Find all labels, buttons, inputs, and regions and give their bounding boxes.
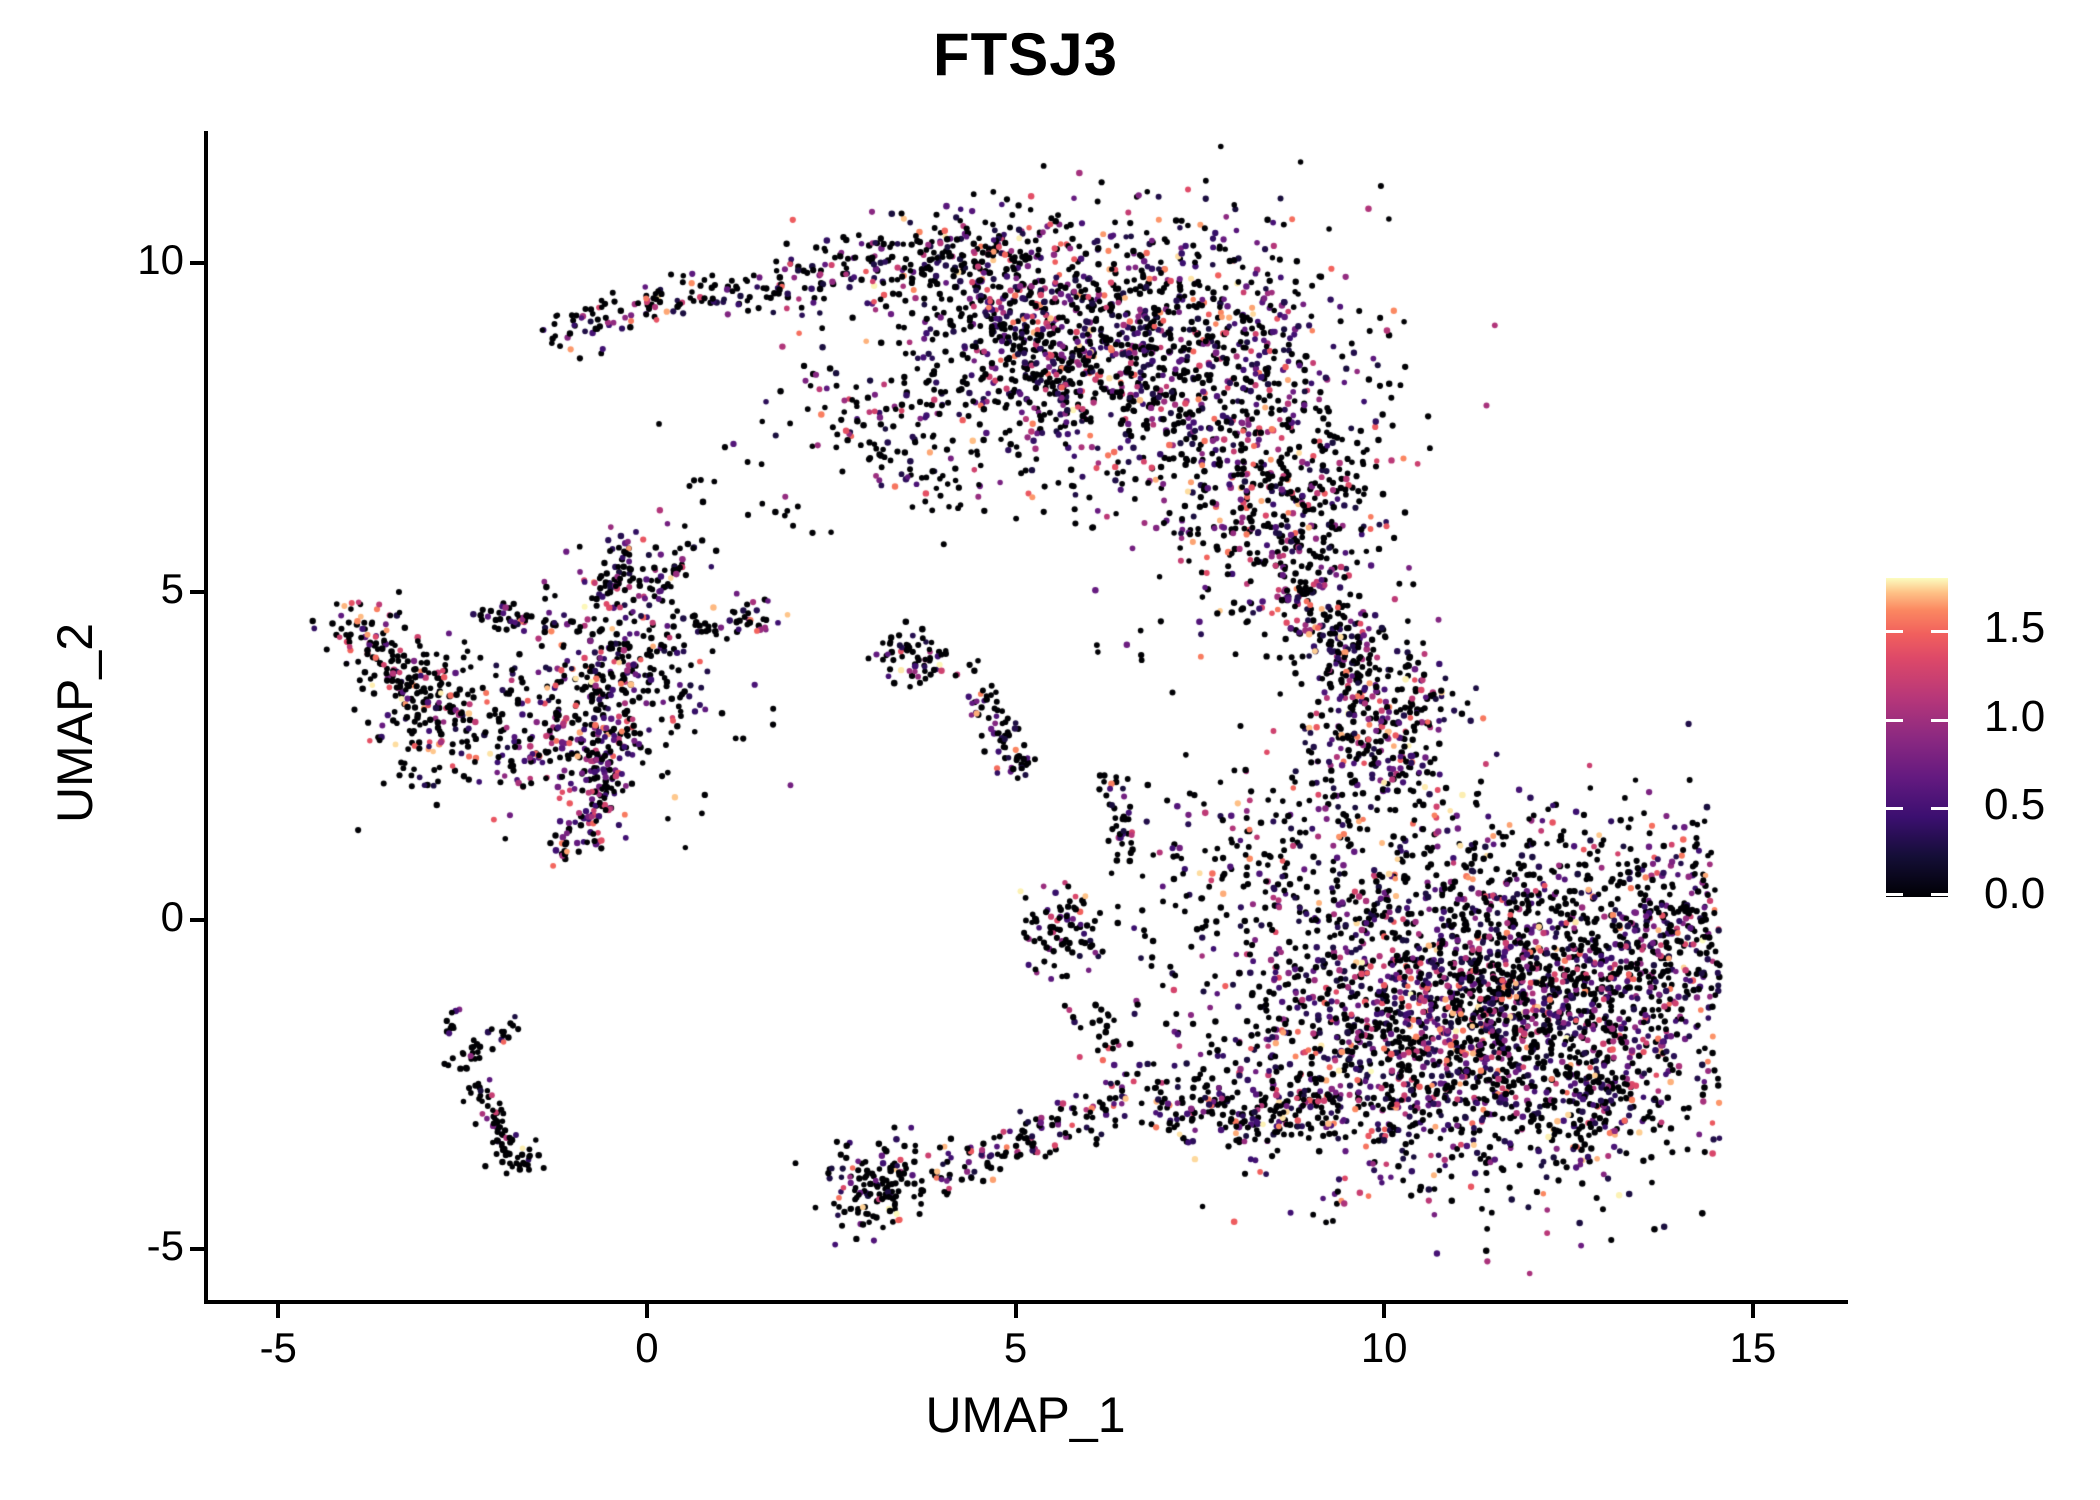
x-tick-mark (1750, 1304, 1755, 1318)
x-tick-mark (1013, 1304, 1018, 1318)
x-tick-label: 0 (635, 1324, 659, 1371)
y-tick-mark (190, 589, 204, 594)
colorbar-tick-mark (1931, 718, 1948, 722)
y-tick-label: 5 (160, 564, 184, 612)
y-axis-title: UMAP_2 (47, 622, 103, 824)
x-tick-mark (644, 1304, 649, 1318)
y-axis-line (204, 131, 208, 1304)
colorbar-tick-mark (1886, 718, 1903, 722)
y-tick-mark (190, 918, 204, 923)
colorbar-tick-label: 1.5 (1984, 603, 2046, 653)
x-tick-mark (1382, 1304, 1387, 1318)
y-tick-mark (190, 261, 204, 266)
x-tick-label: 10 (1360, 1324, 1408, 1371)
colorbar-tick-mark (1931, 807, 1948, 811)
colorbar-tick-mark (1931, 893, 1948, 896)
colorbar-tick-mark (1886, 807, 1903, 811)
colorbar-tick-mark (1886, 893, 1903, 896)
x-tick-label: -5 (259, 1324, 297, 1371)
x-tick-label: 15 (1729, 1324, 1777, 1371)
colorbar-tick-mark (1931, 630, 1948, 634)
y-tick-label: -5 (146, 1221, 184, 1269)
x-axis-title: UMAP_1 (925, 1387, 1126, 1443)
y-tick-mark (190, 1246, 204, 1251)
colorbar-tick-label: 1.0 (1984, 691, 2046, 741)
plot-title: FTSJ3 (932, 21, 1119, 88)
colorbar-tick-label: 0.5 (1984, 780, 2046, 830)
y-tick-label: 10 (137, 236, 184, 284)
x-tick-mark (276, 1304, 281, 1318)
y-tick-label: 0 (160, 893, 184, 941)
colorbar-gradient (1886, 578, 1948, 897)
colorbar-tick-label: 0.0 (1984, 869, 2046, 918)
colorbar-tick-mark (1886, 630, 1903, 634)
x-tick-label: 5 (1003, 1324, 1028, 1371)
x-axis-line (204, 1300, 1848, 1304)
